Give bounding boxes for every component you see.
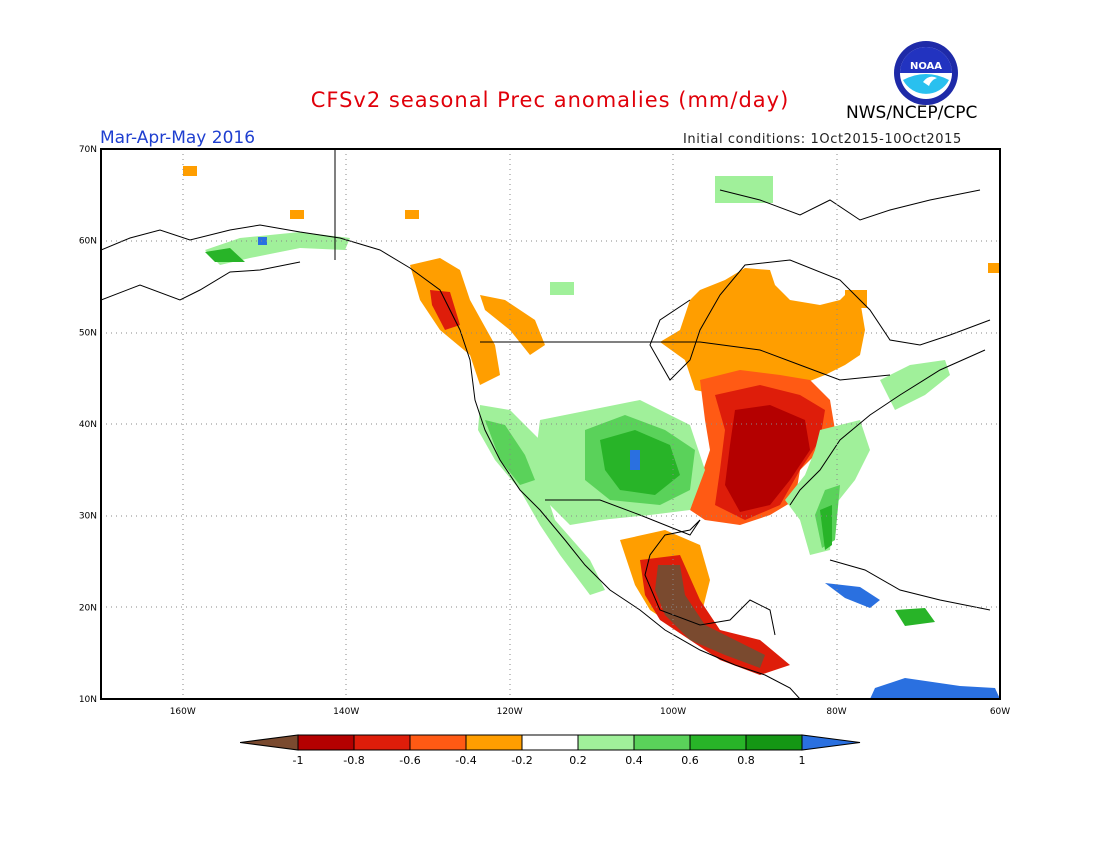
colorbar-box: [689, 734, 747, 751]
organization-label: NWS/NCEP/CPC: [846, 103, 978, 123]
lon-tick-label: 120W: [497, 707, 523, 717]
colorbar-arrow-low: [240, 734, 299, 751]
colorbar-box: [633, 734, 691, 751]
lon-tick-label: 140W: [333, 707, 359, 717]
colorbar-box: [745, 734, 803, 751]
colorbar-tick-label: 0.2: [569, 754, 587, 767]
colorbar-tick-label: 1: [799, 754, 806, 767]
colorbar-tick-label: 0.6: [681, 754, 699, 767]
colorbar-box: [465, 734, 523, 751]
colorbar-box: [577, 734, 635, 751]
map-frame: [100, 148, 1001, 700]
colorbar-tick-label: 0.4: [625, 754, 643, 767]
colorbar: -1 -0.8 -0.6 -0.4 -0.2 0.2 0.4 0.6 0.8 1: [240, 734, 861, 767]
lat-tick-label: 20N: [79, 603, 97, 613]
colorbar-tick-label: -0.8: [343, 754, 364, 767]
lon-tick-label: 100W: [660, 707, 686, 717]
colorbar-box: [353, 734, 411, 751]
colorbar-box: [521, 734, 579, 751]
lon-tick-label: 60W: [990, 707, 1010, 717]
lat-tick-label: 30N: [79, 512, 97, 522]
lat-tick-label: 10N: [79, 695, 97, 705]
logo-text: NOAA: [910, 61, 942, 72]
lon-tick-label: 80W: [826, 707, 846, 717]
lat-tick-label: 50N: [79, 328, 97, 338]
lat-tick-label: 70N: [79, 145, 97, 155]
lat-tick-label: 40N: [79, 420, 97, 430]
coastlines: [101, 149, 991, 699]
colorbar-tick-label: -0.4: [455, 754, 476, 767]
initial-conditions-label: Initial conditions: 1Oct2015-10Oct2015: [683, 132, 962, 147]
colorbar-tick-label: -0.6: [399, 754, 420, 767]
noaa-logo: NOAA: [894, 41, 958, 105]
anomaly-caribbean: [825, 583, 880, 608]
anomaly-shading: [183, 166, 1000, 699]
anomaly-great-lakes: [660, 268, 865, 395]
anomaly-southeast: [785, 420, 870, 555]
colorbar-tick-label: -1: [293, 754, 304, 767]
lon-tick-label: 160W: [170, 707, 196, 717]
season-label: Mar-Apr-May 2016: [100, 128, 256, 148]
chart-title: CFSv2 seasonal Prec anomalies (mm/day): [310, 88, 790, 112]
colorbar-box: [297, 734, 355, 751]
grid-lines: [101, 149, 1000, 699]
colorbar-tick-label: 0.8: [737, 754, 755, 767]
colorbar-arrow-high: [801, 734, 861, 751]
lat-tick-label: 60N: [79, 237, 97, 247]
colorbar-box: [409, 734, 467, 751]
colorbar-tick-label: -0.2: [511, 754, 532, 767]
